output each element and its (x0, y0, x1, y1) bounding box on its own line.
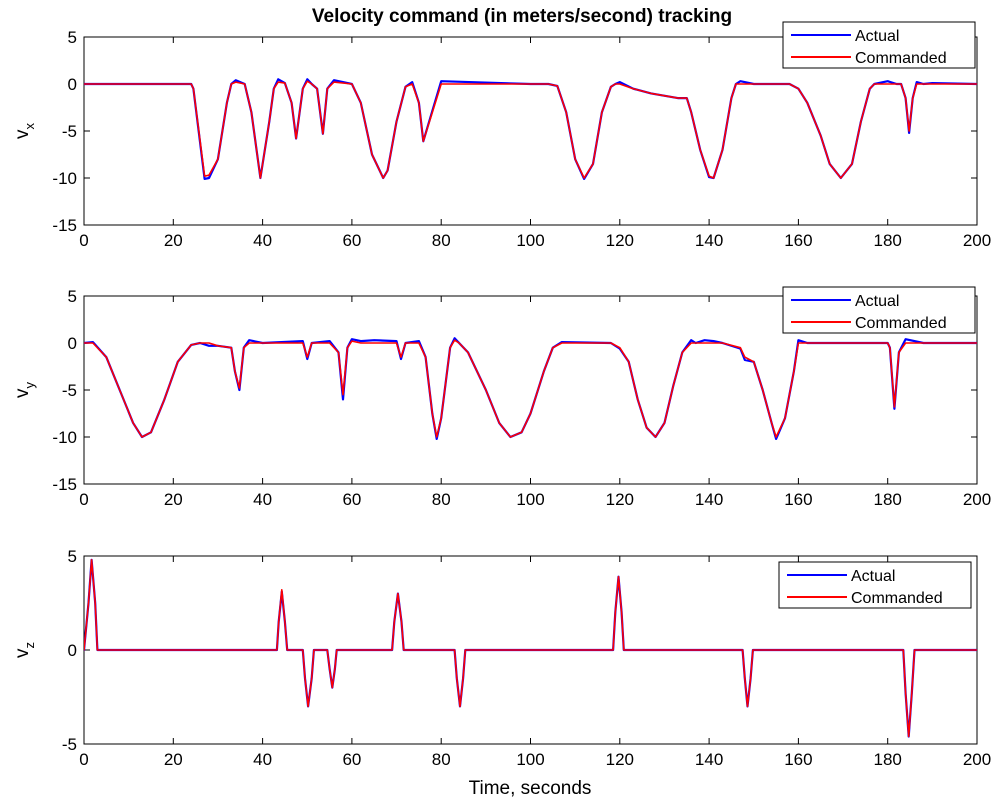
x-tick-label: 160 (784, 231, 812, 250)
x-tick-label: 60 (342, 231, 361, 250)
x-tick-label: 160 (784, 750, 812, 769)
x-tick-label: 120 (606, 750, 634, 769)
y-tick-label: 5 (68, 287, 77, 306)
x-tick-label: 20 (164, 490, 183, 509)
y-tick-label: -10 (52, 169, 77, 188)
y-tick-label: -5 (62, 735, 77, 754)
x-tick-label: 200 (963, 490, 991, 509)
y-tick-label: 0 (68, 334, 77, 353)
y-tick-label: -15 (52, 475, 77, 494)
x-tick-label: 200 (963, 750, 991, 769)
series-line-commanded-vx (84, 80, 977, 179)
y-axis-label-main: v (12, 129, 33, 139)
legend-label-actual: Actual (855, 293, 899, 310)
legend-label-actual: Actual (855, 28, 899, 45)
y-axis-label-vy: vy (12, 382, 37, 399)
x-axis-label: Time, seconds (469, 778, 592, 799)
x-tick-label: 40 (253, 490, 272, 509)
x-tick-label: 60 (342, 750, 361, 769)
x-tick-label: 180 (874, 490, 902, 509)
y-tick-label: 0 (68, 75, 77, 94)
series-line-commanded-vz (84, 559, 977, 738)
subplots-container: 0 20 40 60 80 100 120 140 160 180 20050-5-10-15vxA… (12, 21, 991, 769)
x-tick-label: 40 (253, 750, 272, 769)
series-group-vx (84, 78, 977, 180)
y-tick-label: 5 (68, 547, 77, 566)
subplot-vz: 0 20 40 60 80 100 120 140 160 180 20050-5vzActualC… (12, 547, 991, 769)
legend-vx: Actual Commanded (782, 21, 976, 69)
x-tick-label: 100 (516, 490, 544, 509)
x-tick-label: 140 (695, 231, 723, 250)
series-group-vz (84, 558, 977, 738)
x-tick-label: 0 (79, 231, 88, 250)
series-group-vy (84, 337, 977, 440)
legend-box (778, 561, 972, 609)
x-tick-label: 120 (606, 490, 634, 509)
legend-label-commanded: Commanded (855, 315, 947, 332)
y-tick-label: 5 (68, 28, 77, 47)
y-tick-label: -15 (52, 216, 77, 235)
x-tick-label: 160 (784, 490, 812, 509)
y-axis-label-main: v (12, 648, 33, 658)
figure-title: Velocity command (in meters/second) trac… (312, 6, 732, 27)
x-tick-label: 80 (432, 490, 451, 509)
y-tick-label: -5 (62, 381, 77, 400)
legend-label-commanded: Commanded (855, 50, 947, 67)
y-axis-label-vx: vx (12, 123, 37, 140)
y-tick-label: 0 (68, 641, 77, 660)
x-tick-label: 100 (516, 231, 544, 250)
y-axis-label-subscript: y (22, 382, 37, 389)
y-tick-label: -5 (62, 122, 77, 141)
x-tick-label: 20 (164, 750, 183, 769)
x-tick-label: 0 (79, 750, 88, 769)
x-tick-label: 140 (695, 490, 723, 509)
x-tick-label: 180 (874, 750, 902, 769)
x-tick-label: 20 (164, 231, 183, 250)
x-tick-label: 100 (516, 750, 544, 769)
x-tick-label: 80 (432, 750, 451, 769)
x-tick-label: 80 (432, 231, 451, 250)
y-tick-label: -10 (52, 428, 77, 447)
x-tick-label: 0 (79, 490, 88, 509)
y-axis-label-vz: vz (12, 642, 37, 658)
series-line-commanded-vy (84, 339, 977, 438)
legend-label-commanded: Commanded (851, 590, 943, 607)
x-tick-label: 60 (342, 490, 361, 509)
legend-label-actual: Actual (851, 568, 895, 585)
x-tick-label: 200 (963, 231, 991, 250)
subplot-vy: 0 20 40 60 80 100 120 140 160 180 200 5 0 -5 -10 -15 vy A… (12, 286, 991, 509)
legend-box (782, 286, 976, 334)
legend-vz: Actual Commanded (778, 561, 972, 609)
x-tick-label: 140 (695, 750, 723, 769)
legend-vy: Actual Commanded (782, 286, 976, 334)
x-tick-label: 180 (874, 231, 902, 250)
y-axis-label-subscript: z (22, 642, 37, 649)
y-axis-label-subscript: x (22, 123, 37, 130)
x-tick-label: 40 (253, 231, 272, 250)
x-tick-label: 120 (606, 231, 634, 250)
subplot-vx: 0 20 40 60 80 100 120 140 160 180 200 5 0 -5 -10 -15 vx A… (12, 21, 991, 250)
y-axis-label-main: v (12, 388, 33, 398)
legend-box (782, 21, 976, 69)
